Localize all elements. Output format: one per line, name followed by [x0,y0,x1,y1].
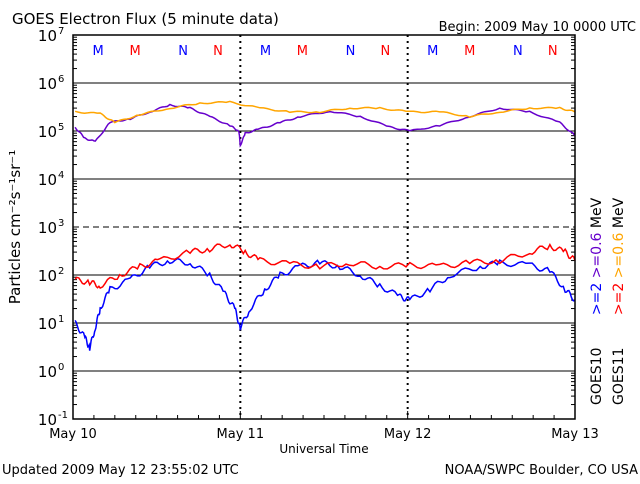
y-tick-label: 10-1 [38,410,68,429]
y-tick-label: 103 [38,218,64,237]
x-tick-labels: May 10 May 11 May 12 May 13 [49,427,599,442]
x-tick-label: May 12 [384,427,432,442]
y-tick-label: 100 [38,362,64,381]
y-tick-label: 107 [38,26,64,45]
x-tick-label: May 10 [49,427,97,442]
marker-N: N [513,44,523,59]
x-tick-label: May 11 [217,427,265,442]
y-tick-label: 101 [38,314,64,333]
series-line-goes10-0-6-mev [74,103,576,148]
x-tick-label: May 13 [551,427,599,442]
series-group [74,100,576,351]
series-line-goes11-2-mev [74,242,576,290]
series-line-goes11-0-6-mev [74,100,576,124]
footer-updated: Updated 2009 May 12 23:55:02 UTC [2,463,239,478]
legend: GOES10 >=2 >=0.6 MeV GOES11 >=2 >=0.6 MeV [589,197,627,405]
chart-title: GOES Electron Flux (5 minute data) [12,10,279,28]
marker-N: N [178,44,188,59]
footer-source: NOAA/SWPC Boulder, CO USA [445,463,638,478]
legend-goes10: GOES10 >=2 >=0.6 MeV [589,197,605,405]
marker-N: N [213,44,223,59]
plot-frame [72,34,576,420]
y-axis-label: Particles cm⁻²s⁻¹sr⁻¹ [6,150,24,304]
legend-goes11: GOES11 >=2 >=0.6 MeV [611,197,627,405]
y-tick-label: 106 [38,74,64,93]
y-tick-label: 102 [38,266,64,285]
series-line-goes10-2-mev [74,257,576,351]
grid [72,35,575,419]
marker-N: N [548,44,558,59]
y-tick-label: 105 [38,122,64,141]
marker-M: M [297,44,308,59]
begin-label: Begin: 2009 May 10 0000 UTC [439,20,636,35]
x-axis-label: Universal Time [279,442,368,456]
y-tick-labels: 107 106 105 104 103 102 101 100 10-1 [38,26,68,429]
marker-N: N [380,44,390,59]
marker-M: M [92,44,103,59]
marker-N: N [346,44,356,59]
y-tick-label: 104 [38,170,64,189]
marker-M: M [427,44,438,59]
marker-M: M [129,44,140,59]
marker-M: M [260,44,271,59]
marker-M: M [464,44,475,59]
